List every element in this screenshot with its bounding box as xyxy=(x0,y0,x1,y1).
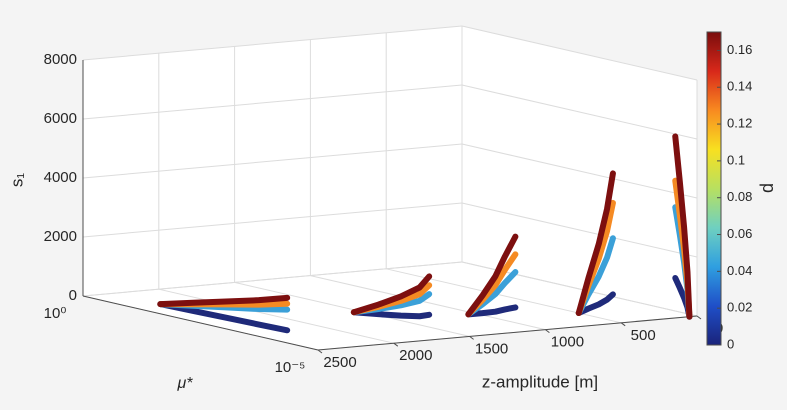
grid-line xyxy=(461,84,698,140)
x-axis-label: z-amplitude [m] xyxy=(482,372,598,391)
tick-mark xyxy=(393,342,399,347)
curve xyxy=(575,291,616,317)
grid-line xyxy=(82,84,463,120)
tick-mark xyxy=(317,349,323,354)
colorbar-tick-label: 0.02 xyxy=(727,300,752,315)
grid-line xyxy=(82,261,463,297)
x-tick-label: 2500 xyxy=(323,354,356,371)
colorbar xyxy=(706,31,722,346)
labels: 020004000600080002500200015001000500010⁰… xyxy=(44,51,724,376)
colorbar-tick-label: 0.04 xyxy=(727,263,752,278)
y-axis-label: μ* xyxy=(177,375,194,392)
axis-line xyxy=(317,315,698,351)
z-axis-label: s₁ xyxy=(7,173,26,188)
grid-line xyxy=(82,143,463,179)
grid-line xyxy=(461,202,698,258)
colorbar-tick-label: 0.12 xyxy=(727,115,752,130)
z-tick-label: 8000 xyxy=(44,51,77,68)
curves xyxy=(157,133,693,334)
curve xyxy=(157,294,291,308)
colorbar-tick-label: 0.16 xyxy=(727,42,752,57)
grid xyxy=(82,25,698,351)
colorbar-tick-label: 0.1 xyxy=(727,152,745,167)
colorbar-tick-label: 0 xyxy=(727,336,734,351)
z-tick-label: 6000 xyxy=(44,110,77,127)
colorbar-tick-label: 0.08 xyxy=(727,189,752,204)
tick-mark xyxy=(620,322,626,327)
axis-line xyxy=(82,295,319,351)
x-tick-label: 500 xyxy=(631,327,656,344)
y-tick-label: 10⁰ xyxy=(44,305,67,322)
x-tick-label: 1000 xyxy=(551,334,584,351)
y-tick-label: 10⁻⁵ xyxy=(275,359,306,376)
curve xyxy=(350,273,433,316)
grid-line xyxy=(310,275,546,331)
z-tick-label: 0 xyxy=(69,287,77,304)
curve xyxy=(350,309,433,320)
tick-mark xyxy=(469,335,474,340)
grid-line xyxy=(234,281,470,337)
tick-mark xyxy=(545,329,550,334)
curve xyxy=(672,133,693,320)
curve xyxy=(157,301,291,334)
grid-line xyxy=(158,288,394,344)
grid-line xyxy=(82,25,463,61)
curve xyxy=(465,233,519,318)
x-tick-label: 1500 xyxy=(475,340,508,357)
grid-line xyxy=(82,202,463,238)
curve xyxy=(575,170,616,317)
z-tick-label: 2000 xyxy=(44,228,77,245)
z-tick-label: 4000 xyxy=(44,169,77,186)
colorbar-tick-label: 0.06 xyxy=(727,226,752,241)
curve xyxy=(465,304,519,318)
grid-line xyxy=(461,143,698,199)
colorbar-label: d xyxy=(757,183,777,193)
grid-line xyxy=(461,25,698,81)
tick-mark xyxy=(696,315,702,320)
colorbar-tick-label: 0.14 xyxy=(727,79,752,94)
x-tick-label: 2000 xyxy=(399,347,432,364)
